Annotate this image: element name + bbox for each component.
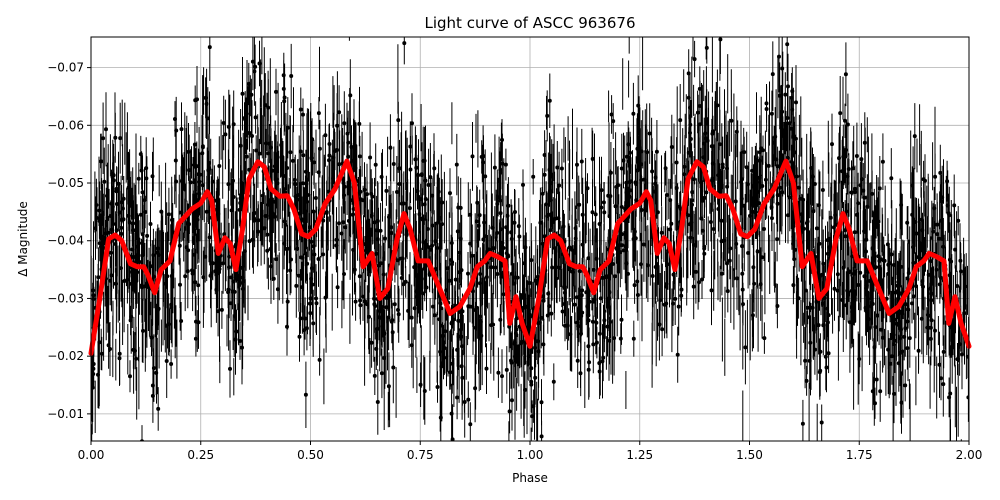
x-tick-label: 1.50 — [736, 448, 763, 462]
x-tick-label: 2.00 — [956, 448, 983, 462]
x-tick-label: 0.50 — [297, 448, 324, 462]
y-tick-label: −0.05 — [47, 176, 84, 190]
y-axis-label: Δ Magnitude — [16, 201, 30, 277]
x-axis-label: Phase — [512, 471, 548, 485]
observation-points — [91, 37, 969, 441]
x-tick-label: 1.00 — [517, 448, 544, 462]
y-tick-label: −0.01 — [47, 407, 84, 421]
model-curve — [88, 158, 972, 356]
y-axis-ticks: −0.07 −0.06 −0.05 −0.04 −0.03 −0.02 −0.01 — [47, 61, 91, 421]
y-tick-label: −0.03 — [47, 291, 84, 305]
y-tick-label: −0.04 — [47, 234, 84, 248]
y-tick-label: −0.02 — [47, 349, 84, 363]
x-axis-ticks: 0.00 0.25 0.50 0.75 1.00 1.25 1.50 1.75 2.00 — [78, 441, 983, 462]
x-tick-label: 1.75 — [846, 448, 873, 462]
x-tick-label: 1.25 — [626, 448, 653, 462]
x-tick-label: 0.75 — [407, 448, 434, 462]
x-tick-label: 0.25 — [187, 448, 214, 462]
chart-title: Light curve of ASCC 963676 — [425, 14, 636, 32]
x-tick-label: 0.00 — [78, 448, 105, 462]
y-tick-label: −0.07 — [47, 61, 84, 75]
y-tick-label: −0.06 — [47, 118, 84, 132]
